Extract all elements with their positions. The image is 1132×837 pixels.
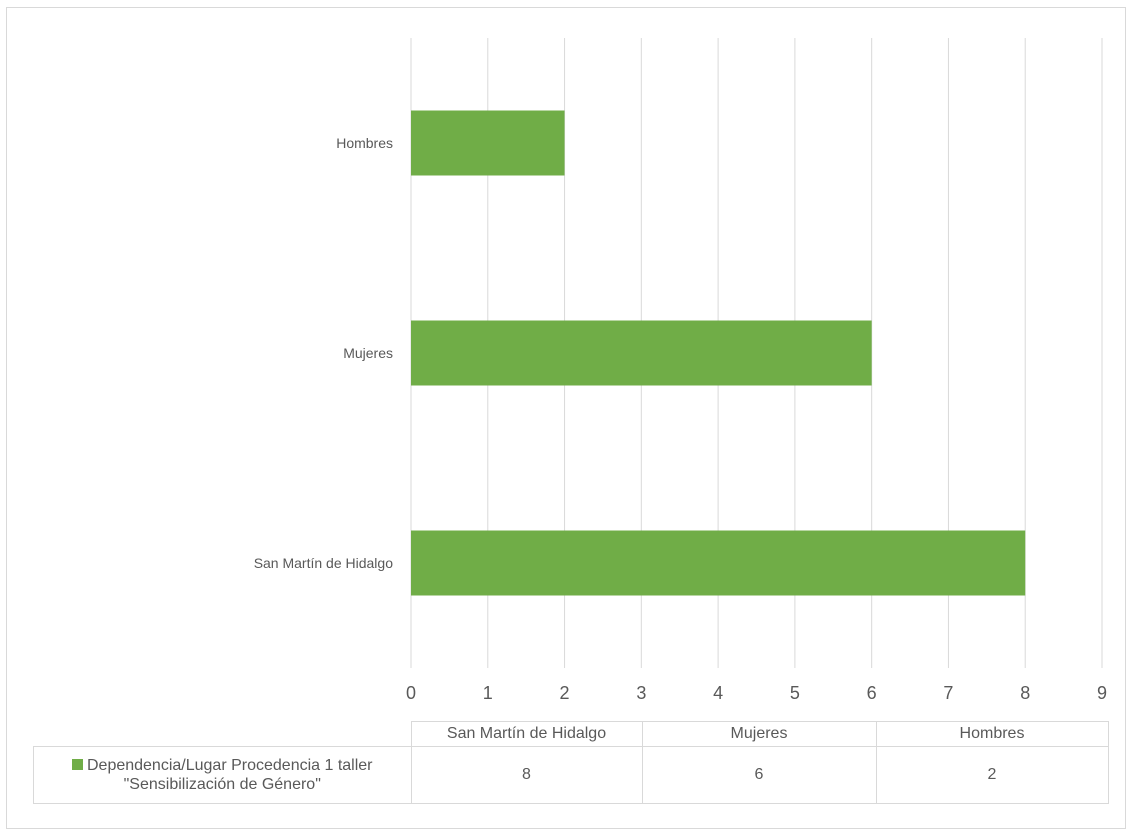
x-tick-label: 4 <box>713 683 723 703</box>
data-table-corner <box>33 721 412 747</box>
data-table-series-row: Dependencia/Lugar Procedencia 1 taller "… <box>33 745 1109 804</box>
data-table-value-cell: 6 <box>641 745 877 804</box>
data-table: San Martín de Hidalgo Mujeres Hombres De… <box>33 721 1109 804</box>
x-tick-label: 8 <box>1020 683 1030 703</box>
category-label: Hombres <box>336 135 393 151</box>
x-tick-label: 2 <box>560 683 570 703</box>
x-tick-label: 7 <box>943 683 953 703</box>
legend-swatch-icon <box>71 758 83 770</box>
x-tick-label: 9 <box>1097 683 1107 703</box>
data-table-value-cell: 8 <box>410 745 643 804</box>
bar <box>411 530 1026 596</box>
category-label: Mujeres <box>343 345 393 361</box>
x-tick-label: 6 <box>867 683 877 703</box>
legend-entry: Dependencia/Lugar Procedencia 1 taller "… <box>33 745 412 804</box>
data-table-header-cell: Hombres <box>875 721 1109 747</box>
data-table-header-row: San Martín de Hidalgo Mujeres Hombres <box>33 721 1109 747</box>
x-tick-label: 0 <box>406 683 416 703</box>
legend-label: Dependencia/Lugar Procedencia 1 taller "… <box>86 756 373 793</box>
x-tick-label: 3 <box>636 683 646 703</box>
bar <box>411 110 565 176</box>
x-tick-label: 1 <box>483 683 493 703</box>
chart-frame <box>6 7 1126 829</box>
category-label: San Martín de Hidalgo <box>254 555 394 571</box>
x-tick-label: 5 <box>790 683 800 703</box>
data-table-header-cell: San Martín de Hidalgo <box>410 721 643 747</box>
bar <box>411 320 872 386</box>
data-table-value-cell: 2 <box>875 745 1109 804</box>
data-table-header-cell: Mujeres <box>641 721 877 747</box>
